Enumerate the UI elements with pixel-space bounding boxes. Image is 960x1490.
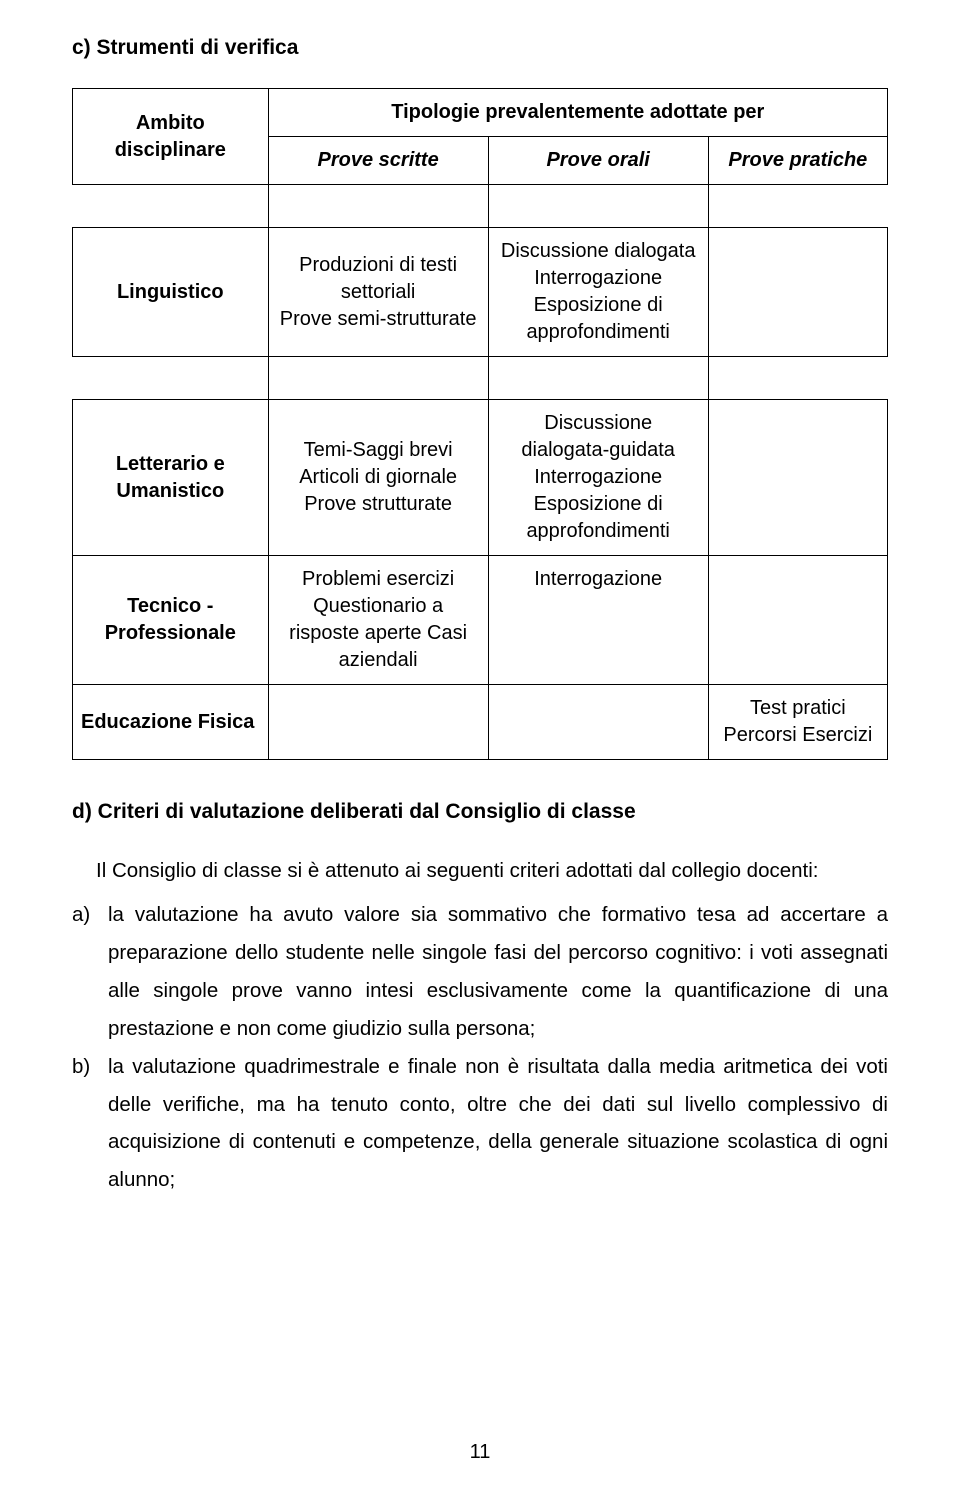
row-tecnico-pratiche: [708, 556, 887, 685]
list-item: a) la valutazione ha avuto valore sia so…: [72, 896, 888, 1048]
row-letterario-pratiche: [708, 400, 887, 556]
table-row: Linguistico Produzioni di testi settoria…: [73, 228, 888, 357]
row-letterario-label: Letterario e Umanistico: [73, 400, 269, 556]
intro-paragraph: Il Consiglio di classe si è attenuto ai …: [72, 852, 888, 890]
row-edfisica-orali: [488, 685, 708, 760]
body-text: Il Consiglio di classe si è attenuto ai …: [72, 852, 888, 1199]
row-edfisica-pratiche: Test pratici Percorsi Esercizi: [708, 685, 887, 760]
row-edfisica-label: Educazione Fisica: [73, 685, 269, 760]
col-tipologie-header: Tipologie prevalentemente adottate per: [268, 89, 887, 137]
verification-tools-table: Ambito disciplinare Tipologie prevalente…: [72, 88, 888, 760]
col-orali-header: Prove orali: [488, 137, 708, 185]
list-marker-b: b): [72, 1048, 108, 1200]
row-tecnico-orali: Interrogazione: [488, 556, 708, 685]
list-body-a: la valutazione ha avuto valore sia somma…: [108, 896, 888, 1048]
col-ambito-header: Ambito disciplinare: [73, 89, 269, 185]
table-spacer: [73, 185, 888, 228]
section-c-heading: c) Strumenti di verifica: [72, 36, 888, 60]
row-linguistico-orali: Discussione dialogata Interrogazione Esp…: [488, 228, 708, 357]
row-tecnico-label: Tecnico - Professionale: [73, 556, 269, 685]
row-linguistico-pratiche: [708, 228, 887, 357]
row-linguistico-label: Linguistico: [73, 228, 269, 357]
document-page: c) Strumenti di verifica Ambito discipli…: [0, 0, 960, 1490]
row-tecnico-scritte: Problemi esercizi Questionario a rispost…: [268, 556, 488, 685]
col-pratiche-header: Prove pratiche: [708, 137, 887, 185]
list-marker-a: a): [72, 896, 108, 1048]
page-number: 11: [0, 1441, 960, 1464]
table-header-row-1: Ambito disciplinare Tipologie prevalente…: [73, 89, 888, 137]
table-row: Tecnico - Professionale Problemi eserciz…: [73, 556, 888, 685]
list-item: b) la valutazione quadrimestrale e final…: [72, 1048, 888, 1200]
table-row: Letterario e Umanistico Temi-Saggi brevi…: [73, 400, 888, 556]
row-letterario-scritte: Temi-Saggi brevi Articoli di giornale Pr…: [268, 400, 488, 556]
row-letterario-orali: Discussione dialogata-guidata Interrogaz…: [488, 400, 708, 556]
row-linguistico-scritte: Produzioni di testi settoriali Prove sem…: [268, 228, 488, 357]
section-d-heading: d) Criteri di valutazione deliberati dal…: [72, 800, 888, 824]
list-body-b: la valutazione quadrimestrale e finale n…: [108, 1048, 888, 1200]
row-edfisica-scritte: [268, 685, 488, 760]
col-scritte-header: Prove scritte: [268, 137, 488, 185]
table-spacer: [73, 357, 888, 400]
table-row: Educazione Fisica Test pratici Percorsi …: [73, 685, 888, 760]
